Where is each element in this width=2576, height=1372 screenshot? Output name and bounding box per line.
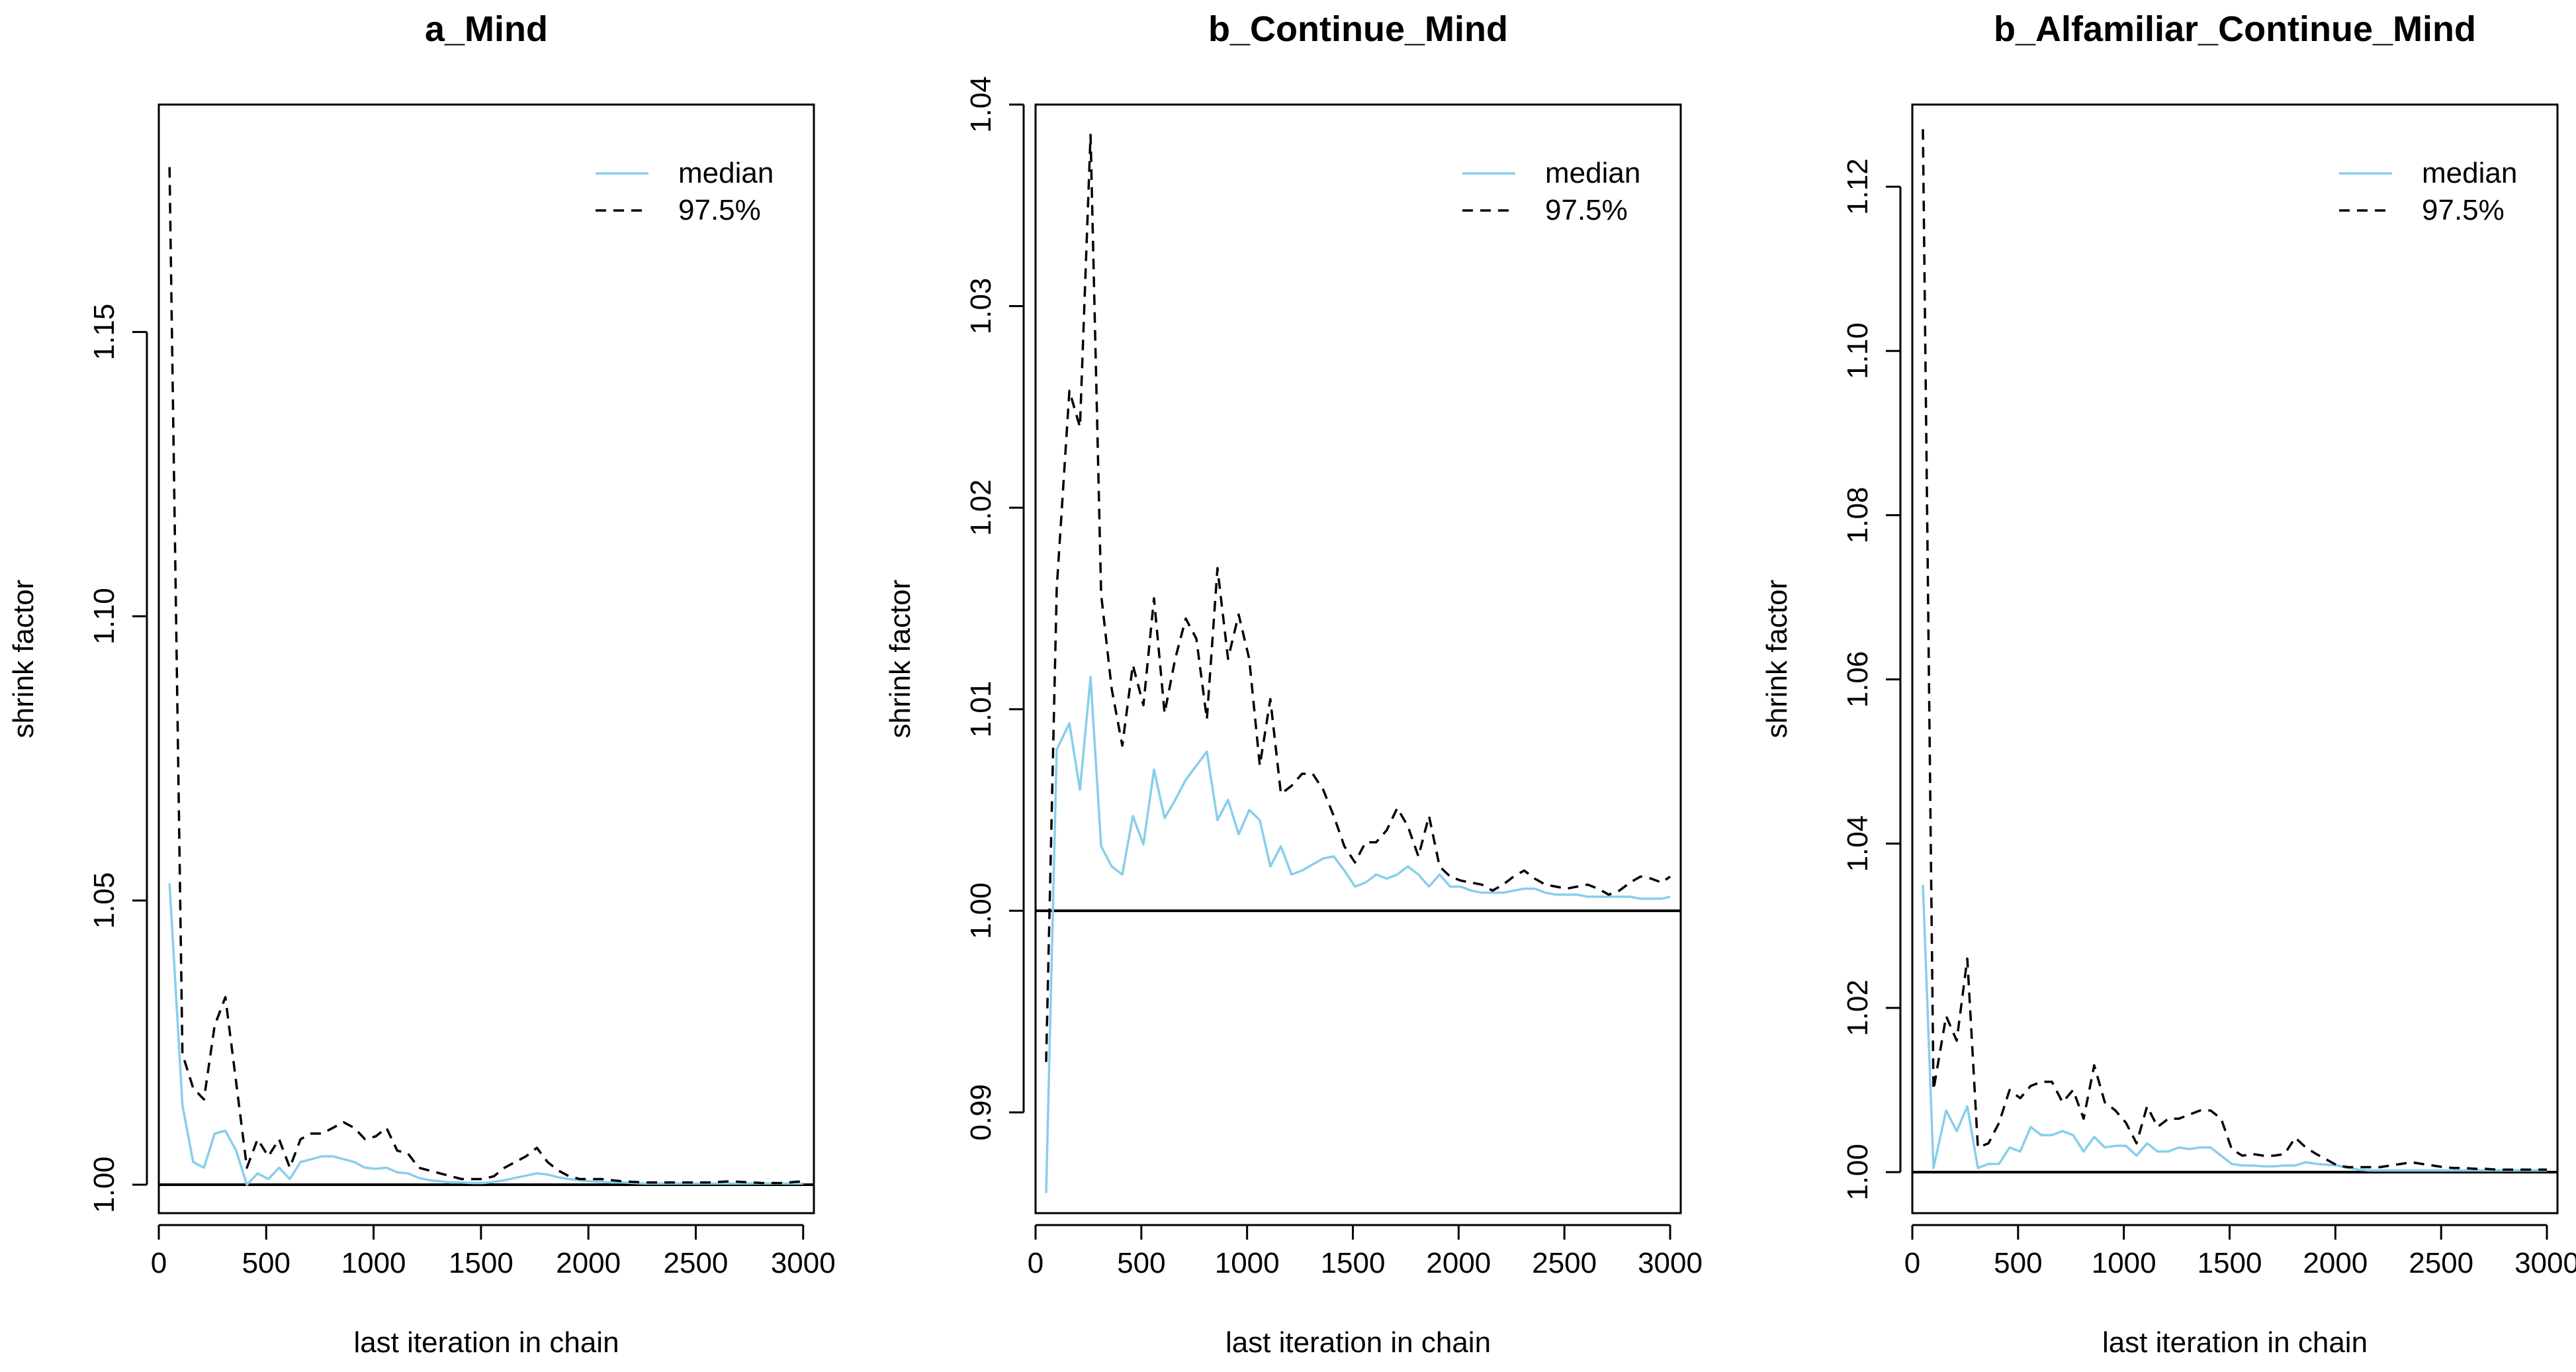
- x-tick-label: 1000: [341, 1247, 406, 1279]
- x-tick-label: 500: [242, 1247, 290, 1279]
- x-tick-label: 1000: [2092, 1247, 2156, 1279]
- y-axis-label: shrink factor: [884, 580, 916, 739]
- x-tick-label: 1000: [1215, 1247, 1280, 1279]
- median-line: [168, 883, 803, 1186]
- y-tick-label: 1.10: [88, 588, 120, 645]
- y-tick-label: 1.02: [1842, 980, 1874, 1036]
- chart-title: b_Alfamiliar_Continue_Mind: [1994, 9, 2476, 49]
- y-tick-label: 1.12: [1842, 158, 1874, 215]
- y-tick-label: 1.10: [1842, 322, 1874, 379]
- y-axis-label: shrink factor: [1761, 580, 1793, 739]
- panel-1: a_Mind 0 500 1000 1500 2000 2500 3000 1.00 1.05 1.…: [7, 9, 836, 1359]
- x-tick-label: 0: [151, 1247, 167, 1279]
- y-tick-label: 1.02: [965, 479, 997, 536]
- x-tick-label: 1500: [1321, 1247, 1386, 1279]
- y-tick-label: 1.08: [1842, 487, 1874, 544]
- plot-frame: [1911, 103, 2559, 1214]
- legend-label: median: [1545, 157, 1640, 189]
- legend-label: median: [2422, 157, 2517, 189]
- legend-label: 97.5%: [678, 194, 761, 226]
- chart-title: a_Mind: [425, 9, 548, 49]
- median-line: [1922, 884, 2547, 1172]
- legend-label: median: [678, 157, 774, 189]
- y-tick-label: 0.99: [965, 1084, 997, 1141]
- plot-frame: [1034, 103, 1682, 1214]
- median-line: [1045, 676, 1671, 1193]
- q975-line: [1922, 129, 2547, 1171]
- y-tick-label: 1.05: [88, 872, 120, 929]
- x-tick-label: 2000: [556, 1247, 621, 1279]
- q975-line: [168, 167, 803, 1185]
- legend: median 97.5%: [596, 157, 774, 226]
- y-tick-label: 1.03: [965, 278, 997, 335]
- y-tick-label: 1.00: [1842, 1144, 1874, 1201]
- x-tick-label: 0: [1028, 1247, 1044, 1279]
- y-tick-label: 1.04: [965, 76, 997, 133]
- y-tick-label: 1.01: [965, 681, 997, 738]
- x-tick-label: 1500: [2198, 1247, 2262, 1279]
- x-axis-label: last iteration in chain: [2102, 1326, 2368, 1359]
- legend: median 97.5%: [2339, 157, 2517, 226]
- x-tick-label: 2500: [1532, 1247, 1597, 1279]
- legend-label: 97.5%: [2422, 194, 2505, 226]
- y-tick-label: 1.15: [88, 304, 120, 361]
- x-tick-label: 2000: [2303, 1247, 2368, 1279]
- x-axis-label: last iteration in chain: [1225, 1326, 1491, 1359]
- chart-title: b_Continue_Mind: [1208, 9, 1508, 49]
- y-tick-label: 1.06: [1842, 651, 1874, 708]
- x-tick-label: 1500: [449, 1247, 513, 1279]
- panel-2: b_Continue_Mind 0 500 1000 1500 2000 2500 3000 0…: [884, 9, 1703, 1359]
- x-tick-label: 2500: [2409, 1247, 2473, 1279]
- q975-line: [1045, 133, 1671, 1062]
- y-tick-label: 1.04: [1842, 815, 1874, 872]
- x-tick-label: 0: [1904, 1247, 1920, 1279]
- x-tick-label: 3000: [771, 1247, 836, 1279]
- x-tick-label: 500: [1994, 1247, 2042, 1279]
- y-tick-label: 1.00: [965, 882, 997, 939]
- legend-label: 97.5%: [1545, 194, 1628, 226]
- x-tick-label: 2000: [1426, 1247, 1491, 1279]
- legend: median 97.5%: [1462, 157, 1640, 226]
- y-axis-label: shrink factor: [7, 580, 40, 739]
- x-axis-label: last iteration in chain: [353, 1326, 619, 1359]
- x-tick-label: 2500: [664, 1247, 729, 1279]
- x-tick-label: 3000: [2514, 1247, 2576, 1279]
- y-tick-label: 1.00: [88, 1156, 120, 1213]
- x-tick-label: 3000: [1638, 1247, 1703, 1279]
- x-tick-label: 500: [1117, 1247, 1165, 1279]
- panel-3: b_Alfamiliar_Continue_Mind 0 500 1000 1500 20…: [1761, 9, 2576, 1359]
- plot-frame: [157, 103, 815, 1214]
